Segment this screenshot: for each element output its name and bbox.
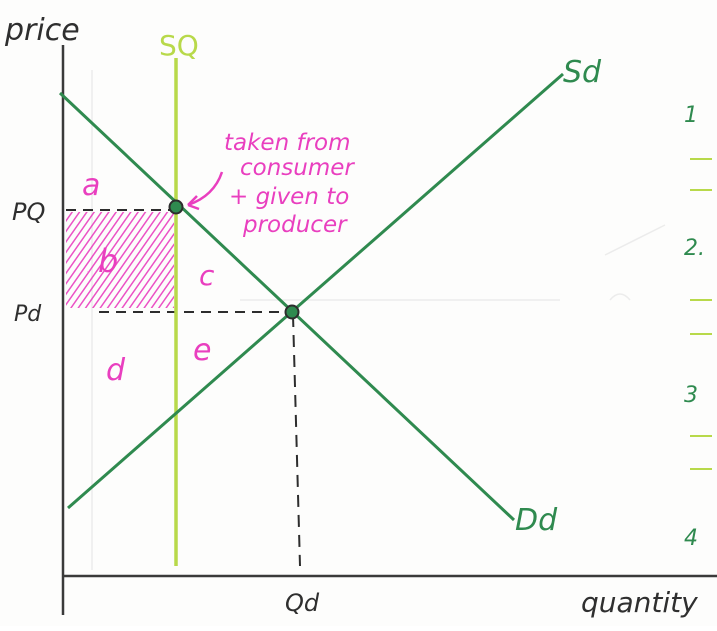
supply-label: Sd	[563, 55, 602, 90]
margin-number-4: 4	[684, 526, 698, 551]
annotation-line-1: taken from	[224, 130, 351, 156]
margin-number-3: 3	[684, 383, 698, 408]
price-quota-label: PQ	[12, 198, 45, 226]
demand-label: Dd	[515, 503, 558, 538]
quantity-domestic-label: Qd	[285, 589, 320, 617]
area-a-label: a	[82, 168, 100, 203]
area-d-label: d	[106, 353, 126, 388]
margin-number-2: 2.	[684, 236, 705, 261]
margin-number-1: 1	[684, 103, 698, 128]
annotation-arrowhead	[187, 195, 200, 211]
annotation-line-4: producer	[242, 212, 348, 238]
supply-curve	[67, 72, 564, 510]
area-b-shading	[66, 212, 174, 308]
area-c-label: c	[199, 259, 215, 292]
annotation-line-2: consumer	[240, 155, 355, 181]
area-e-label: e	[193, 333, 211, 368]
area-b-label: b	[98, 242, 118, 280]
margin-arrows	[690, 158, 712, 470]
x-axis-label: quantity	[581, 586, 698, 619]
qd-dashed-line	[292, 314, 301, 567]
annotation-arrow	[187, 171, 224, 207]
price-domestic-label: Pd	[14, 302, 42, 327]
equilibrium-point	[284, 304, 300, 320]
y-axis-label: price	[4, 13, 80, 48]
background-bleed	[91, 70, 666, 570]
quota-label: SQ	[159, 29, 199, 62]
quota-point	[168, 199, 184, 215]
annotation-line-3: + given to	[229, 184, 349, 210]
